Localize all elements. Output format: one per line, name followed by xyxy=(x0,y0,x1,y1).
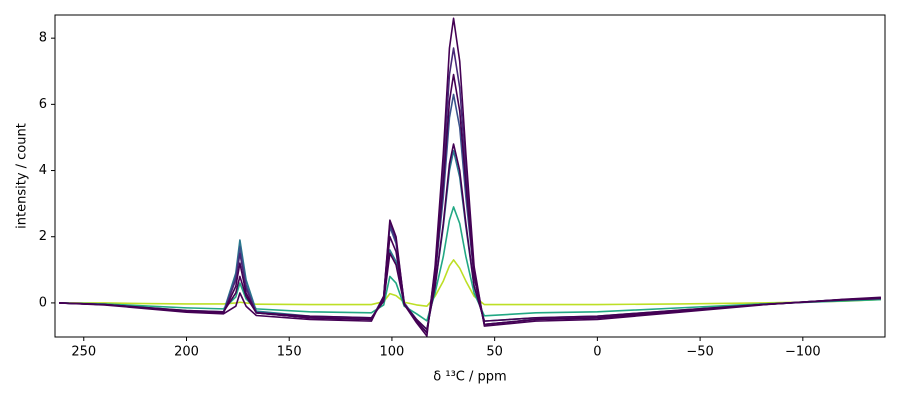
spectrum-line xyxy=(59,17,881,337)
y-tick-label: 0 xyxy=(39,295,47,310)
x-axis-label: δ ¹³C / ppm xyxy=(433,370,506,385)
x-tick-label: 150 xyxy=(277,345,302,360)
x-tick-label: −100 xyxy=(785,345,821,360)
x-tick-label: 100 xyxy=(380,345,405,360)
x-tick-label: 200 xyxy=(174,345,199,360)
y-tick-label: 4 xyxy=(39,163,47,178)
y-tick-label: 6 xyxy=(39,97,47,112)
y-axis-label: intensity / count xyxy=(15,123,30,229)
spectrum-line xyxy=(59,73,881,334)
y-tick-label: 2 xyxy=(39,229,47,244)
x-tick-label: 0 xyxy=(593,345,601,360)
spectrum-line xyxy=(59,143,881,331)
x-tick-label: 250 xyxy=(71,345,96,360)
plot-frame xyxy=(54,14,886,338)
x-tick-label: 50 xyxy=(486,345,503,360)
x-tick-label: −50 xyxy=(686,345,713,360)
spectrum-line xyxy=(59,206,881,322)
y-tick-label: 8 xyxy=(39,31,47,46)
spectrum-line xyxy=(59,259,881,308)
